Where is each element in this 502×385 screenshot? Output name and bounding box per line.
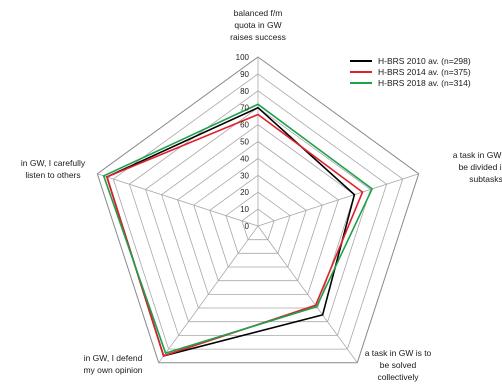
tick-label-30: 30 — [240, 171, 249, 180]
radar-axes — [97, 57, 419, 363]
grid-ring-40 — [193, 157, 323, 282]
axis-spoke-3 — [257, 225, 358, 363]
tick-label-0: 0 — [245, 222, 250, 231]
tick-label-100: 100 — [236, 53, 250, 62]
category-labels: balanced f/m quota in GW raises success a t… — [21, 8, 502, 382]
tick-label-60: 60 — [240, 121, 249, 130]
tick-label-90: 90 — [240, 70, 249, 79]
grid-ring-100 — [96, 56, 420, 364]
tick-label-40: 40 — [240, 154, 249, 163]
grid-ring-70 — [145, 107, 371, 323]
grid-ring-90 — [112, 73, 404, 350]
legend-label-3: H-BRS 2018 av. (n=314) — [378, 78, 471, 88]
category-label-4: in GW, I defend my own opinion — [83, 353, 142, 375]
series-line-3 — [102, 103, 374, 355]
category-label-5: in GW, I carefully listen to others — [21, 158, 86, 180]
axis-spoke-2 — [257, 173, 419, 227]
legend-label-2: H-BRS 2014 av. (n=375) — [378, 67, 471, 77]
tick-label-20: 20 — [240, 188, 249, 197]
radar-series — [102, 103, 374, 357]
category-label-1: balanced f/m quota in GW raises success — [230, 8, 286, 42]
tick-label-10: 10 — [240, 205, 249, 214]
series-line-1 — [105, 106, 356, 357]
grid-ring-50 — [177, 141, 339, 295]
tick-label-50: 50 — [240, 138, 249, 147]
radar-grid — [96, 56, 420, 364]
legend-label-1: H-BRS 2010 av. (n=298) — [378, 56, 471, 66]
tick-label-80: 80 — [240, 87, 249, 96]
axis-spoke-5 — [97, 173, 259, 227]
axis-spoke-4 — [158, 225, 259, 363]
grid-ring-80 — [128, 90, 388, 336]
grid-ring-30 — [209, 174, 307, 268]
grid-ring-60 — [161, 124, 355, 309]
category-label-3: a task in GW is to be solved collectively — [365, 348, 432, 382]
grid-ring-20 — [225, 191, 291, 254]
legend: H-BRS 2010 av. (n=298)H-BRS 2014 av. (n=… — [350, 56, 471, 88]
radial-tick-labels: 0 10 20 30 40 50 60 70 80 90 100 — [236, 53, 250, 231]
grid-ring-10 — [241, 208, 275, 241]
tick-label-70: 70 — [240, 104, 249, 113]
